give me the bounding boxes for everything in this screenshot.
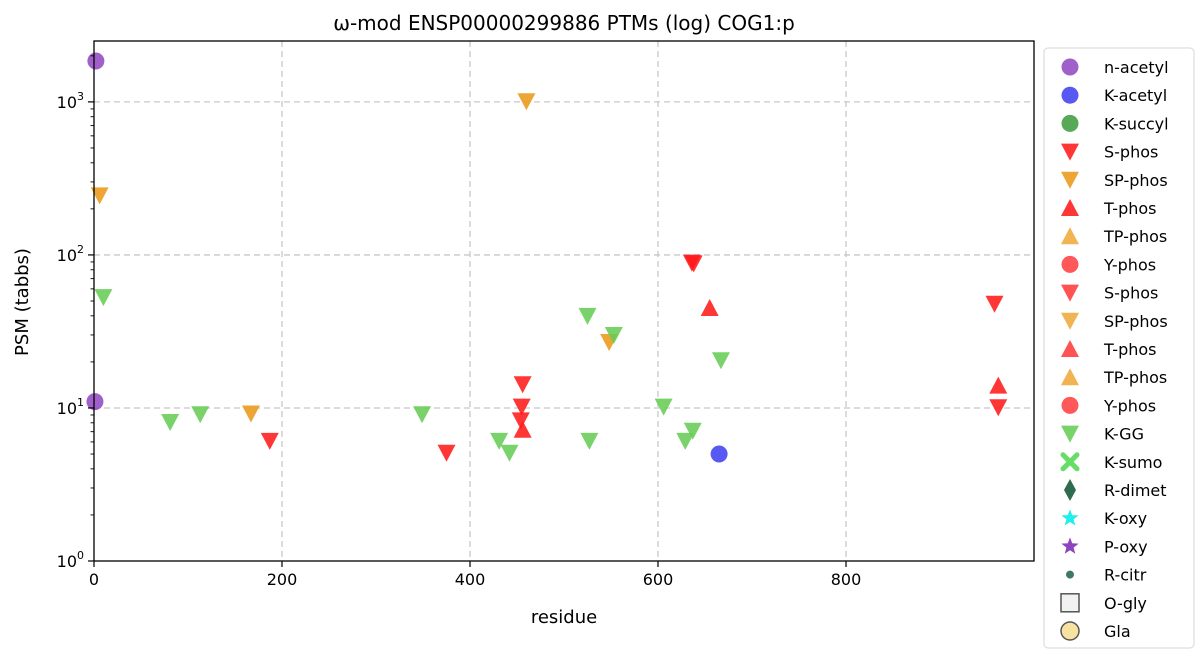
legend-marker [1061, 199, 1079, 216]
plot-frame [93, 40, 1035, 562]
y-tick-label: 102 [57, 243, 84, 265]
legend-marker [1061, 509, 1079, 526]
legend-marker [1060, 452, 1080, 472]
x-tick-label: 600 [643, 570, 674, 589]
legend-label: R-citr [1104, 566, 1147, 585]
legend-label: S-phos [1104, 284, 1158, 303]
legend-marker [1060, 593, 1080, 613]
legend-marker [1064, 479, 1076, 501]
data-point-S-phos [260, 432, 279, 450]
data-point-K-GG [580, 432, 599, 450]
legend-marker [1061, 227, 1079, 245]
y-axis-label: PSM (tabbs) [12, 248, 33, 356]
y-tick-label: 101 [57, 396, 84, 418]
data-point-SP-phos [90, 187, 109, 205]
legend-marker [1061, 114, 1079, 132]
legend-marker [1061, 312, 1079, 330]
data-point-S-phos [989, 399, 1008, 417]
legend-label: K-sumo [1104, 453, 1162, 472]
data-point-S-phos [512, 398, 531, 416]
data-point-K-GG [490, 432, 509, 450]
legend-marker [1061, 368, 1079, 386]
data-point-T-phos [700, 299, 719, 317]
x-tick-label: 200 [267, 570, 298, 589]
data-point-SP-phos [241, 405, 260, 423]
legend-marker [1061, 284, 1079, 302]
data-point-K-GG [604, 326, 623, 344]
legend-label: K-acetyl [1104, 86, 1167, 105]
legend-label: Y-phos [1103, 396, 1156, 415]
data-point-T-phos [989, 376, 1008, 394]
legend-marker [1061, 58, 1079, 76]
legend-label: P-oxy [1104, 537, 1148, 556]
x-tick-label: 800 [831, 570, 862, 589]
data-point-K-GG [161, 413, 180, 431]
legend-label: SP-phos [1104, 171, 1168, 190]
legend-label: Gla [1104, 622, 1131, 641]
data-point-K-GG [578, 307, 597, 325]
legend-label: K-succyl [1104, 114, 1169, 133]
data-point-K-GG [654, 398, 673, 416]
data-point-S-phos [985, 295, 1004, 313]
y-tick-label: 100 [57, 549, 84, 571]
legend-label: n-acetyl [1104, 58, 1169, 77]
legend-label: T-phos [1103, 340, 1157, 359]
legend-label: S-phos [1104, 143, 1158, 162]
data-point-n-acetyl [87, 52, 105, 70]
legend-label: T-phos [1103, 199, 1157, 218]
data-point-SP-phos [517, 93, 536, 111]
legend-marker [1061, 86, 1079, 104]
data-point-K-GG [683, 422, 702, 440]
data-point-K-GG [413, 406, 432, 424]
legend-label: K-GG [1104, 425, 1144, 444]
legend-marker [1061, 537, 1079, 554]
legend-marker [1061, 396, 1079, 414]
data-point-K-GG [191, 406, 210, 424]
y-tick-label: 103 [57, 90, 84, 112]
legend-marker [1061, 143, 1079, 161]
x-tick-label: 400 [455, 570, 486, 589]
legend-marker [1061, 171, 1079, 189]
data-point-n-acetyl [86, 393, 104, 411]
legend-box [1043, 47, 1195, 649]
chart-title: ω-mod ENSP00000299886 PTMs (log) COG1:p [333, 11, 795, 35]
data-point-S-phos [437, 444, 456, 462]
legend-label: TP-phos [1103, 368, 1167, 387]
data-point-K-GG [676, 432, 695, 450]
legend-marker [1066, 570, 1074, 579]
legend-label: R-dimet [1104, 481, 1167, 500]
x-tick-label: 0 [89, 570, 99, 589]
legend-label: K-oxy [1104, 509, 1147, 528]
legend-label: Y-phos [1103, 255, 1156, 274]
x-axis-label: residue [531, 607, 597, 628]
data-point-S-phos [511, 412, 530, 430]
plot-area: 0 200 400 600 800 100 101 102 103 [57, 40, 1035, 589]
data-point-S-phos [513, 376, 532, 394]
data-point-K-GG [94, 289, 113, 307]
data-point-K-acetyl [710, 445, 728, 463]
data-point-S-phos [684, 255, 703, 273]
data-point-K-GG [711, 352, 730, 370]
legend-marker [1061, 255, 1079, 273]
legend-marker [1061, 425, 1079, 443]
data-point-K-GG [500, 444, 519, 462]
legend-label: SP-phos [1104, 312, 1168, 331]
legend-label: TP-phos [1103, 227, 1167, 246]
data-point-T-phos [513, 420, 532, 438]
legend: n-acetyl K-acetyl K-succyl S-phos SP-phos T-p… [1043, 47, 1195, 649]
legend-label: O-gly [1104, 594, 1147, 613]
legend-marker [1060, 621, 1080, 641]
legend-marker [1061, 340, 1079, 357]
